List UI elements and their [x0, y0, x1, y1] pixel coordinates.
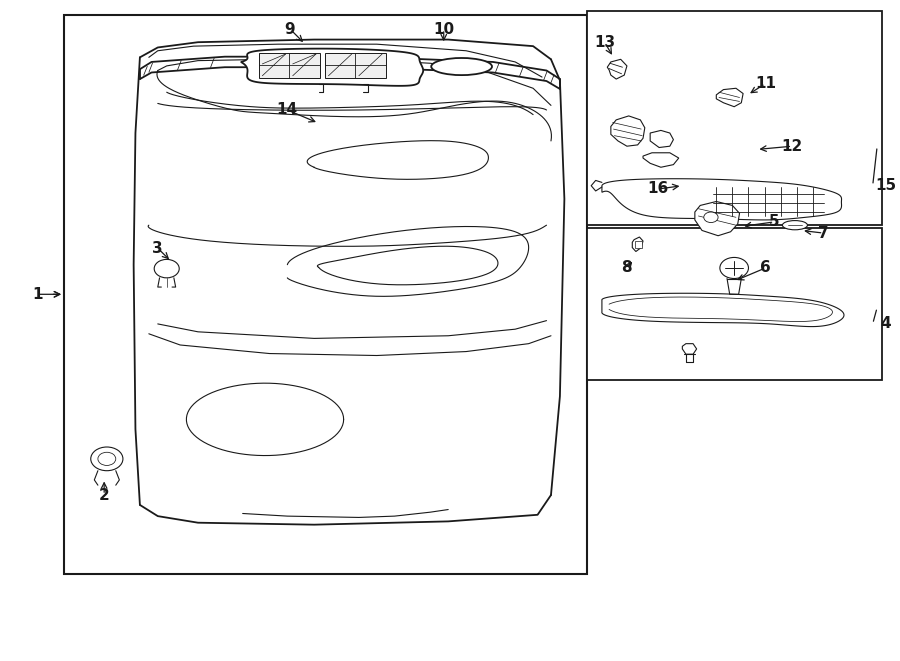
Text: 9: 9: [284, 22, 295, 36]
Text: 10: 10: [433, 22, 454, 36]
Text: 7: 7: [818, 225, 829, 241]
Text: 13: 13: [594, 34, 616, 50]
Polygon shape: [633, 237, 643, 252]
Text: 11: 11: [755, 76, 776, 91]
Circle shape: [91, 447, 123, 471]
Text: 4: 4: [881, 317, 891, 331]
Polygon shape: [602, 178, 842, 220]
Text: 5: 5: [770, 214, 779, 229]
Polygon shape: [611, 116, 644, 146]
Polygon shape: [602, 293, 844, 327]
Bar: [587, 11, 882, 225]
Bar: [64, 15, 587, 574]
Polygon shape: [695, 202, 740, 236]
Polygon shape: [241, 49, 423, 86]
Text: 12: 12: [781, 139, 803, 154]
Circle shape: [154, 259, 179, 278]
Circle shape: [704, 212, 718, 223]
Text: 6: 6: [760, 260, 770, 276]
Polygon shape: [643, 153, 679, 167]
Bar: [325, 53, 386, 78]
Polygon shape: [682, 344, 697, 354]
Text: 1: 1: [32, 287, 42, 302]
Bar: [635, 241, 642, 248]
Text: 2: 2: [99, 488, 110, 502]
Circle shape: [98, 452, 116, 465]
Text: 8: 8: [622, 260, 632, 276]
Text: 16: 16: [648, 182, 669, 196]
Polygon shape: [716, 89, 743, 106]
Polygon shape: [608, 59, 627, 79]
Ellipse shape: [782, 221, 807, 230]
Text: 14: 14: [277, 102, 298, 118]
Text: 15: 15: [876, 178, 896, 193]
Circle shape: [720, 257, 749, 278]
Bar: [259, 53, 320, 78]
Polygon shape: [650, 130, 673, 147]
Bar: [587, 229, 882, 380]
Text: 3: 3: [152, 241, 163, 256]
Ellipse shape: [431, 58, 492, 75]
